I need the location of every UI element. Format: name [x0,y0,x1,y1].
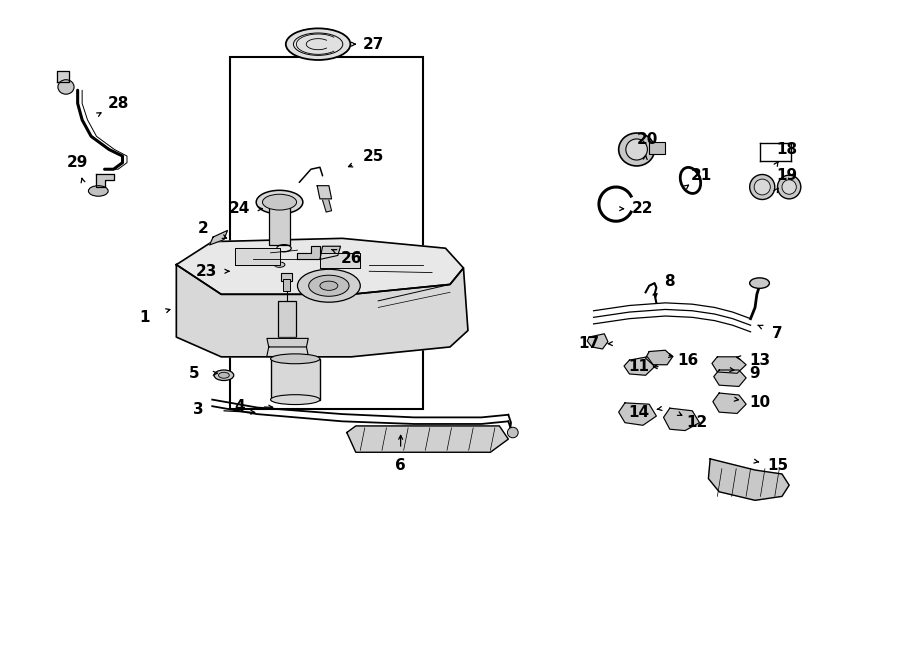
Bar [230,58,423,409]
Text: 13: 13 [749,352,770,368]
Ellipse shape [274,262,285,267]
Ellipse shape [782,180,796,194]
Ellipse shape [271,354,320,364]
Text: 12: 12 [686,415,707,430]
Text: 17: 17 [579,336,599,351]
Polygon shape [267,338,308,347]
Polygon shape [346,426,508,452]
Ellipse shape [626,139,647,160]
Text: 26: 26 [340,251,362,266]
Text: 18: 18 [776,142,797,157]
Polygon shape [714,370,746,387]
Ellipse shape [508,427,518,438]
Ellipse shape [58,80,74,95]
Text: 16: 16 [677,352,698,368]
Polygon shape [624,357,654,375]
Text: 10: 10 [749,395,770,410]
Polygon shape [95,174,113,187]
Polygon shape [320,253,360,268]
Text: 15: 15 [767,458,788,473]
Ellipse shape [778,175,801,199]
Polygon shape [645,350,672,365]
Text: 28: 28 [107,96,129,111]
Text: 7: 7 [772,327,783,341]
Text: 1: 1 [140,310,150,325]
Ellipse shape [754,179,770,195]
Text: 9: 9 [750,366,760,381]
Ellipse shape [271,395,320,405]
Bar [271,359,320,400]
Ellipse shape [214,370,234,381]
Ellipse shape [219,372,230,378]
Polygon shape [712,357,746,373]
Polygon shape [176,264,468,357]
Text: 5: 5 [189,366,200,381]
Text: 19: 19 [776,169,797,183]
Bar [649,142,665,154]
Polygon shape [235,249,280,264]
Polygon shape [176,239,464,294]
Bar [284,279,291,291]
Polygon shape [663,408,699,430]
Ellipse shape [320,281,338,290]
Polygon shape [588,334,608,349]
Text: 14: 14 [628,405,649,420]
Ellipse shape [298,269,360,302]
Text: 20: 20 [636,132,658,147]
Ellipse shape [618,133,654,166]
Ellipse shape [256,190,303,214]
Polygon shape [57,71,68,82]
Ellipse shape [309,275,349,296]
Ellipse shape [750,175,775,200]
Text: 3: 3 [194,402,204,417]
Polygon shape [320,247,340,259]
Text: 2: 2 [198,221,209,236]
Text: 8: 8 [664,274,675,289]
Text: 23: 23 [195,264,217,279]
Polygon shape [322,200,331,212]
Ellipse shape [88,186,108,196]
Text: 25: 25 [363,149,384,163]
Bar [269,202,291,245]
Text: 24: 24 [229,201,250,216]
Text: 29: 29 [67,155,88,170]
Polygon shape [317,186,331,199]
Text: 27: 27 [363,36,384,52]
Text: 11: 11 [628,359,649,374]
Text: 6: 6 [395,458,406,473]
Text: 21: 21 [690,169,712,183]
Text: 22: 22 [632,201,653,216]
Polygon shape [708,459,789,500]
Polygon shape [298,247,320,259]
Bar [282,273,292,281]
Ellipse shape [263,194,297,210]
Polygon shape [210,231,228,245]
Bar [278,301,296,337]
Polygon shape [713,393,746,413]
Text: 4: 4 [234,399,245,414]
Ellipse shape [750,278,770,288]
Polygon shape [618,403,656,425]
Ellipse shape [286,28,350,60]
